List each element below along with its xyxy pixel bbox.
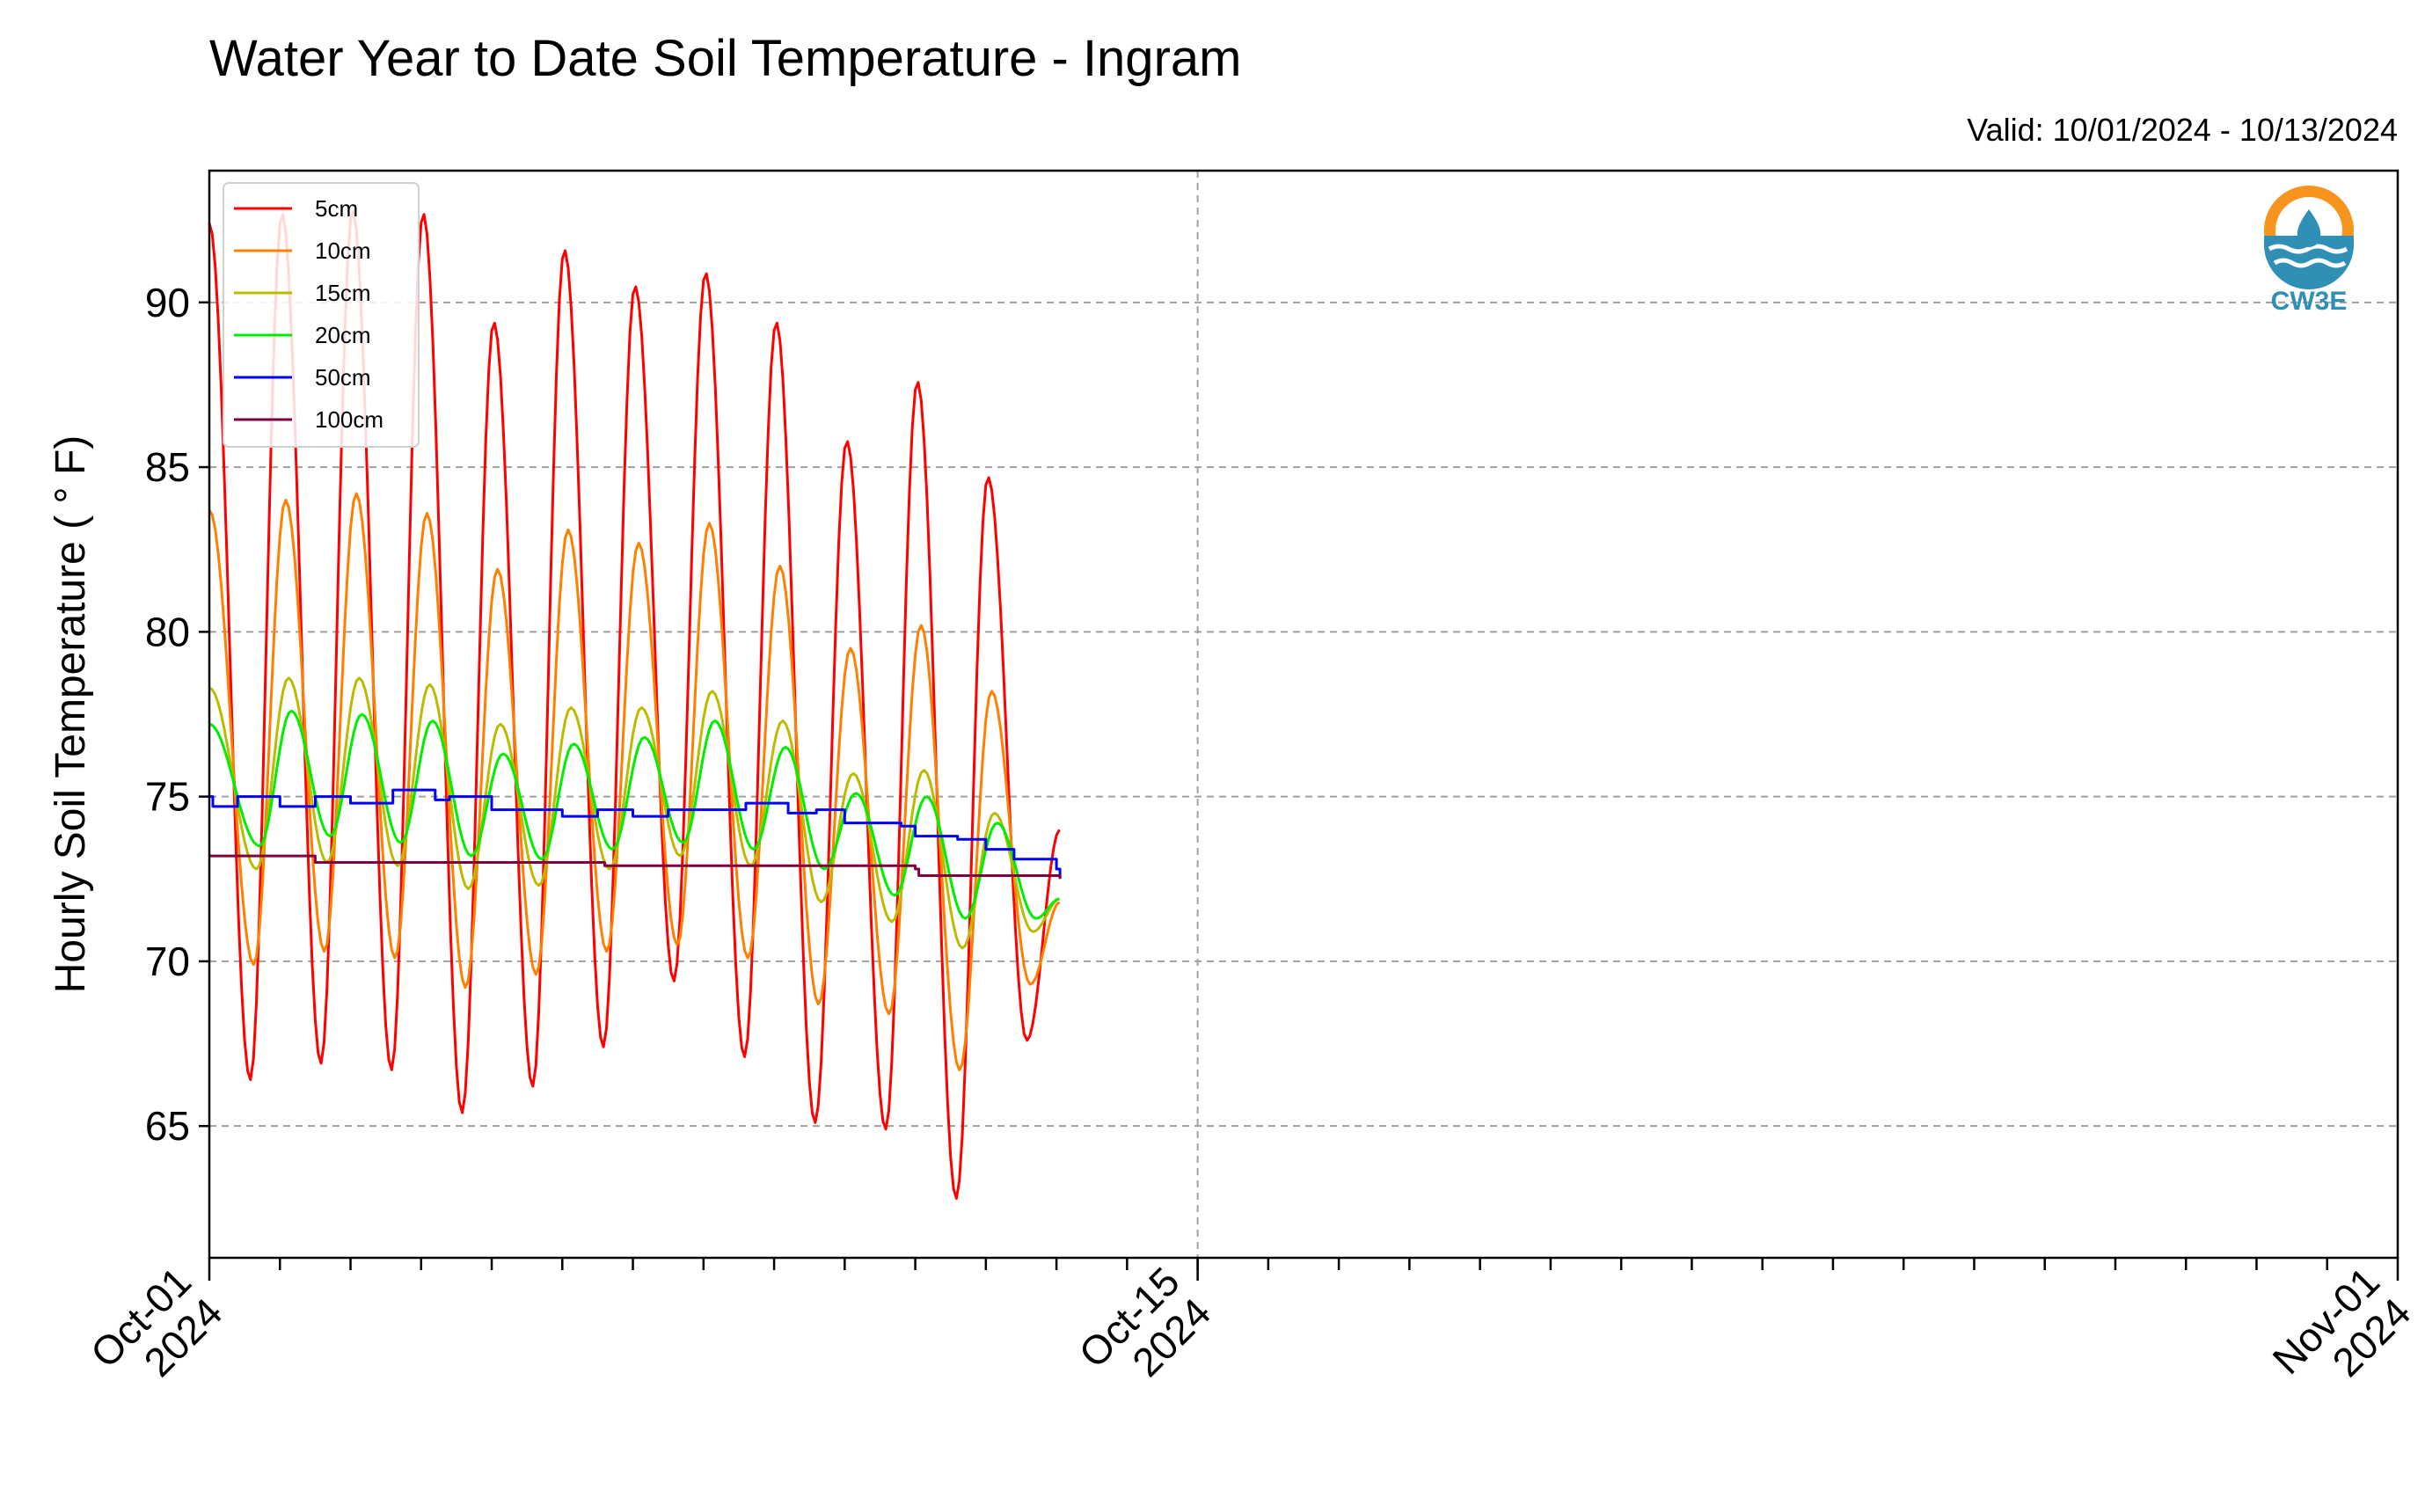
legend-entry: 5cm (315, 195, 358, 222)
y-axis-label: Hourly Soil Temperature ( ° F) (47, 435, 94, 994)
legend-entry: 50cm (315, 364, 371, 391)
legend-entry: 20cm (315, 322, 371, 348)
series-line-100cm (209, 854, 1062, 880)
legend-entry: 15cm (315, 280, 371, 306)
series-line-20cm (208, 709, 1060, 920)
gridlines (209, 171, 2398, 1258)
y-tick-label: 75 (145, 774, 190, 820)
logo-drop-icon (2297, 209, 2321, 247)
y-tick-label: 80 (145, 609, 190, 654)
series-line-10cm (208, 492, 1061, 1071)
legend-box (223, 182, 420, 448)
legend: 5cm 10cm 15cm 20cm 50cm 100cm (223, 182, 420, 448)
series-line-15cm (208, 676, 1061, 950)
logo-text: CW3E (2271, 287, 2348, 316)
axis-ticks (199, 301, 2399, 1281)
chart-title: Water Year to Date Soil Temperature - In… (209, 30, 1241, 87)
cw3e-logo: CW3E (2264, 186, 2354, 316)
legend-entry: 10cm (315, 237, 371, 264)
y-tick-label: 70 (145, 939, 190, 984)
legend-entry: 100cm (315, 406, 383, 433)
y-tick-label: 65 (145, 1103, 190, 1149)
series-lines (208, 209, 1062, 1200)
y-tick-label: 85 (145, 444, 190, 490)
y-tick-labels: 65 70 75 80 85 90 (145, 280, 190, 1149)
series-line-50cm (209, 788, 1062, 876)
y-tick-label: 90 (145, 280, 190, 325)
plot-frame (208, 169, 2399, 1260)
chart-subtitle: Valid: 10/01/2024 - 10/13/2024 (1967, 112, 2398, 148)
